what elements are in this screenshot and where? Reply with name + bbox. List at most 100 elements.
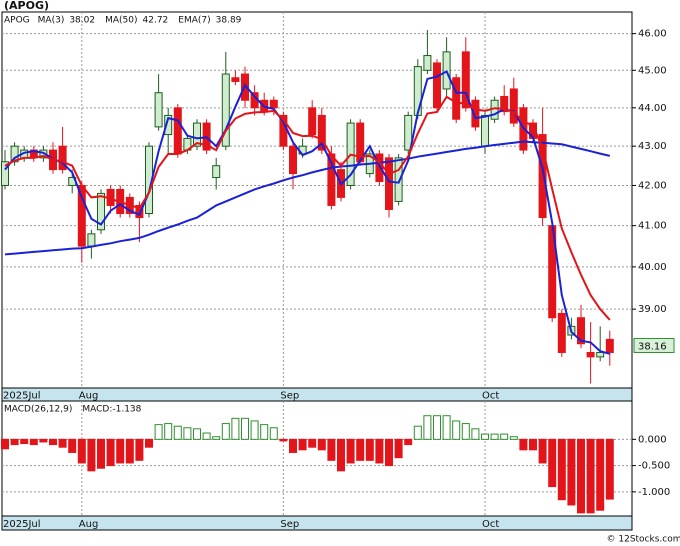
- legend-name: MA(50): [105, 16, 137, 26]
- macd-bar: [241, 417, 249, 440]
- candle-body: [317, 114, 326, 151]
- macd-bar: [39, 438, 48, 443]
- candle-body: [87, 233, 96, 247]
- y-tick-label: 46.00: [638, 29, 667, 40]
- plot-area: [1, 11, 633, 389]
- macd-bar: [250, 420, 259, 440]
- macd-bar: [260, 424, 269, 440]
- macd-bar: [423, 415, 432, 440]
- macd-bar: [605, 438, 614, 500]
- legend-name: EMA(7): [178, 16, 210, 26]
- macd-bar: [298, 438, 307, 451]
- x-tick-label: Oct: [482, 519, 499, 530]
- macd-bar: [1, 438, 9, 450]
- macd-bar: [365, 438, 374, 461]
- macd-bar: [308, 438, 317, 448]
- macd-bar: [577, 438, 585, 514]
- candle-body: [135, 204, 144, 219]
- candle-body: [77, 184, 86, 247]
- macd-bar: [212, 436, 221, 440]
- candle-body: [596, 351, 605, 358]
- candle-body: [481, 114, 489, 147]
- macd-bar: [442, 415, 451, 440]
- watermark: © 12Stocks.com: [607, 535, 680, 545]
- macd-bar: [49, 438, 57, 446]
- y-tick-label: 40.00: [638, 262, 667, 273]
- macd-bar: [97, 438, 105, 469]
- candle-body: [452, 77, 461, 120]
- macd-bar: [68, 438, 77, 453]
- x-axis-strip: [1, 515, 633, 531]
- candle-body: [461, 51, 470, 109]
- last-price-tag: [633, 337, 675, 353]
- macd-bar: [394, 438, 403, 459]
- candle-body: [433, 62, 441, 109]
- macd-bar: [231, 417, 240, 440]
- candle-body: [221, 73, 230, 147]
- candle-body: [605, 338, 614, 353]
- candle-body: [509, 88, 518, 124]
- candle-body: [10, 145, 19, 163]
- x-tick-label: Sep: [280, 391, 299, 402]
- candle-body: [404, 114, 413, 151]
- macd-bar: [145, 438, 153, 448]
- x-tick-label: Aug: [79, 391, 99, 402]
- candle-body: [193, 122, 201, 147]
- macd-bar: [548, 438, 557, 488]
- candle-body: [385, 157, 393, 210]
- macd-bar: [135, 438, 144, 461]
- macd-bar: [404, 438, 413, 446]
- macd-bar: [433, 415, 441, 440]
- x-tick-label: 2025Jul: [3, 391, 41, 402]
- legend-name: MA(3): [38, 16, 65, 26]
- panel-subtitle: MACD:-1.138: [82, 405, 141, 415]
- candle-body: [212, 165, 221, 179]
- macd-bar: [87, 438, 96, 472]
- candle-body: [577, 317, 585, 345]
- macd-bar: [490, 433, 499, 440]
- legend-value: 42.72: [143, 16, 169, 26]
- macd-bar: [461, 423, 470, 440]
- y-tick-label: 0.000: [638, 434, 667, 445]
- moving-average-line: [4, 140, 611, 256]
- y-tick-label: 41.00: [638, 221, 667, 232]
- candle-body: [231, 77, 240, 82]
- macd-bar: [500, 433, 509, 440]
- macd-bar: [413, 425, 422, 440]
- last-price-label: 38.16: [638, 341, 667, 352]
- macd-bar: [557, 438, 566, 501]
- candle-body: [413, 66, 422, 116]
- candle-body: [471, 99, 480, 128]
- panel-title: MACD(26,12,9): [4, 405, 72, 415]
- macd-bar: [193, 428, 201, 440]
- macd-bar: [269, 427, 278, 440]
- macd-bar: [481, 433, 489, 440]
- macd-bar: [346, 438, 355, 464]
- x-tick-label: Aug: [79, 519, 99, 530]
- macd-bar: [567, 438, 576, 506]
- macd-bar: [20, 438, 29, 445]
- macd-bar: [183, 427, 192, 440]
- macd-bar: [538, 438, 547, 464]
- macd-bar: [202, 432, 211, 440]
- candle-body: [289, 145, 297, 175]
- candle-body: [394, 157, 403, 202]
- macd-bar: [385, 438, 393, 467]
- candle-body: [58, 145, 67, 171]
- candle-body: [538, 134, 547, 219]
- x-tick-label: Oct: [482, 391, 499, 402]
- macd-bar: [356, 438, 365, 461]
- macd-bar: [77, 438, 86, 464]
- macd-bar: [289, 438, 297, 453]
- macd-bar: [327, 438, 336, 461]
- macd-bar: [29, 438, 38, 446]
- macd-bar: [116, 438, 125, 464]
- macd-bar: [106, 438, 115, 467]
- macd-bar: [471, 428, 480, 440]
- y-tick-label: 44.00: [638, 103, 667, 114]
- macd-bar: [529, 438, 537, 451]
- candle-body: [423, 55, 432, 71]
- macd-bar: [317, 438, 326, 451]
- macd-bar: [221, 423, 230, 440]
- macd-bar: [375, 438, 384, 464]
